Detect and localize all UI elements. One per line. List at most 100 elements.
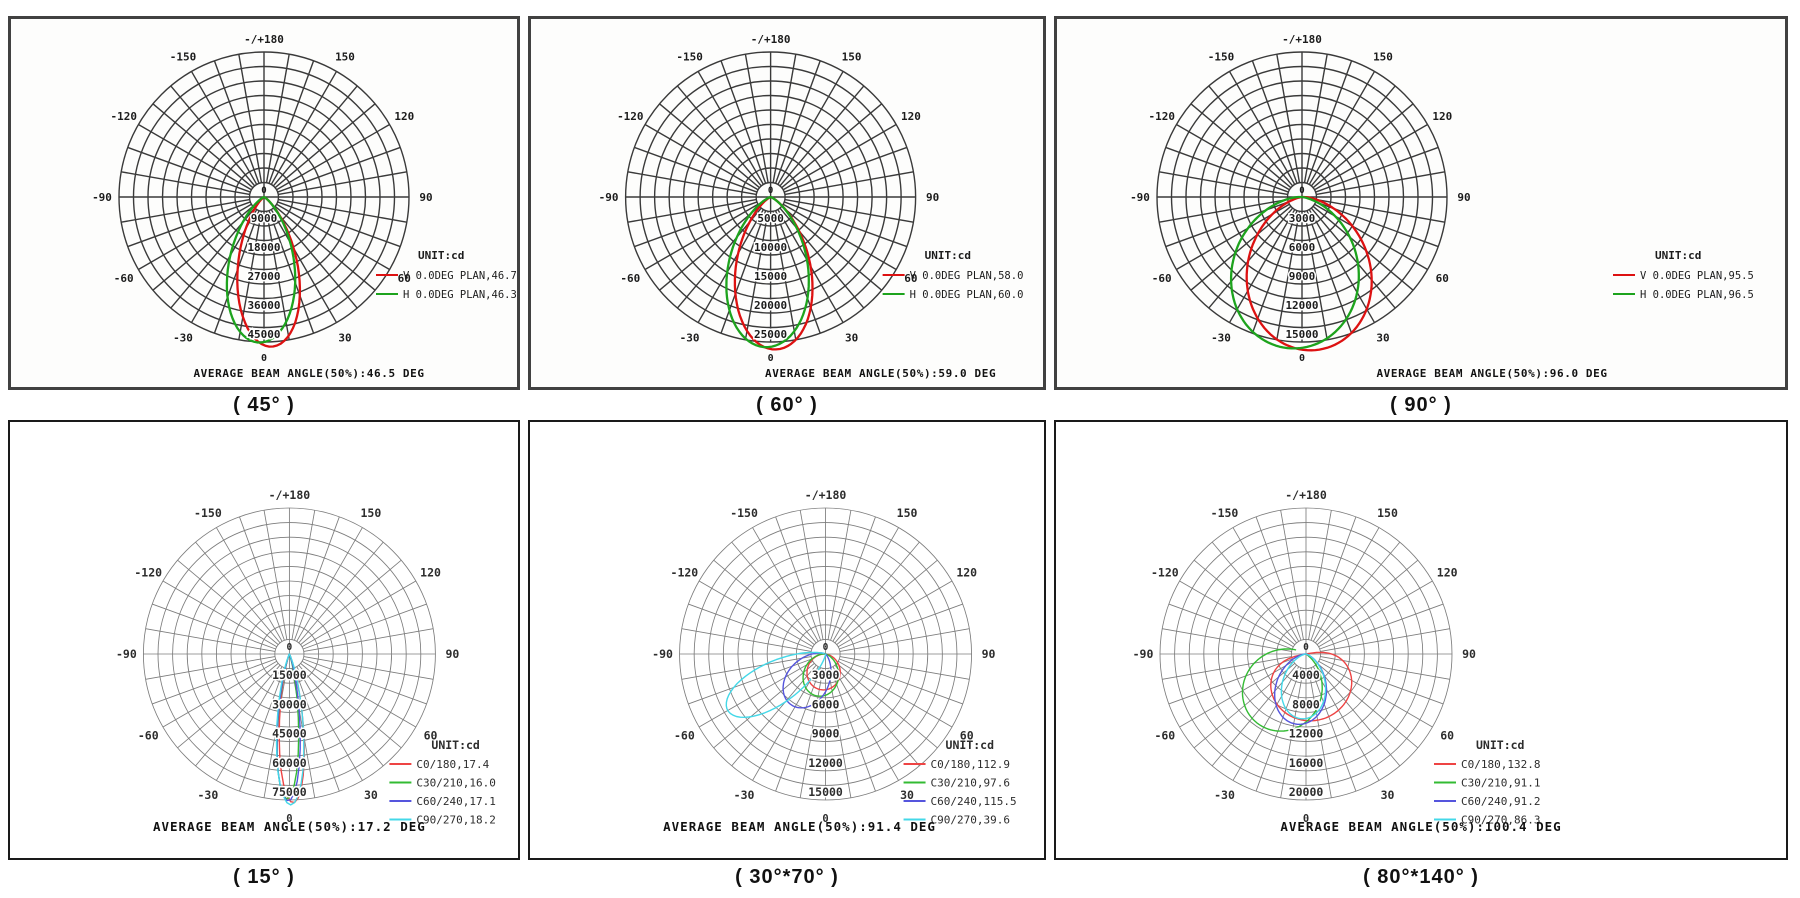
panel-beam-60: 150 120 90 60 30 -30 -60 -90 -120 -150 -/+180 0 0 500… bbox=[528, 16, 1046, 390]
svg-text:18000: 18000 bbox=[247, 241, 280, 254]
svg-text:H 0.0DEG PLAN,96.5: H 0.0DEG PLAN,96.5 bbox=[1640, 289, 1754, 301]
svg-text:-150: -150 bbox=[730, 506, 758, 520]
svg-text:-30: -30 bbox=[198, 788, 219, 802]
svg-text:90: 90 bbox=[1462, 647, 1476, 661]
svg-text:120: 120 bbox=[1432, 110, 1452, 123]
polar-chart-90: 150 120 90 60 30 -30 -60 -90 -120 -150 -/+180 0 0 300… bbox=[1130, 33, 1754, 380]
svg-text:C60/240,17.1: C60/240,17.1 bbox=[416, 795, 495, 808]
svg-text:120: 120 bbox=[956, 566, 977, 580]
svg-text:C90/270,39.6: C90/270,39.6 bbox=[931, 814, 1010, 827]
svg-text:-90: -90 bbox=[92, 191, 112, 204]
svg-text:150: 150 bbox=[842, 51, 862, 64]
svg-text:C60/240,115.5: C60/240,115.5 bbox=[931, 795, 1017, 808]
svg-text:-30: -30 bbox=[680, 331, 700, 344]
svg-text:-30: -30 bbox=[173, 331, 193, 344]
svg-text:-90: -90 bbox=[1133, 647, 1154, 661]
panel-beam-45: 150 120 90 60 30 -30 -60 -90 -120 -150 -/+180 0 0 900… bbox=[8, 16, 520, 390]
svg-text:-60: -60 bbox=[138, 729, 159, 743]
svg-text:-60: -60 bbox=[674, 729, 695, 743]
svg-text:45000: 45000 bbox=[247, 328, 280, 341]
svg-text:-120: -120 bbox=[617, 110, 644, 123]
svg-text:0: 0 bbox=[1303, 813, 1309, 825]
svg-text:6000: 6000 bbox=[1289, 241, 1316, 254]
svg-text:120: 120 bbox=[1437, 566, 1458, 580]
svg-text:0: 0 bbox=[286, 813, 292, 825]
svg-text:-/+180: -/+180 bbox=[751, 33, 791, 46]
svg-text:150: 150 bbox=[361, 506, 382, 520]
svg-text:10000: 10000 bbox=[754, 241, 787, 254]
svg-text:AVERAGE BEAM ANGLE(50%):96.0 D: AVERAGE BEAM ANGLE(50%):96.0 DEG bbox=[1376, 367, 1607, 380]
svg-text:60: 60 bbox=[1440, 729, 1454, 743]
svg-text:16000: 16000 bbox=[1289, 756, 1324, 770]
polar-chart-60: 150 120 90 60 30 -30 -60 -90 -120 -150 -/+180 0 0 500… bbox=[599, 33, 1024, 380]
svg-text:30: 30 bbox=[900, 788, 914, 802]
svg-text:UNIT:cd: UNIT:cd bbox=[946, 738, 995, 752]
svg-text:UNIT:cd: UNIT:cd bbox=[431, 738, 480, 752]
svg-text:15000: 15000 bbox=[272, 668, 307, 682]
svg-text:-150: -150 bbox=[170, 51, 197, 64]
svg-text:3000: 3000 bbox=[812, 668, 840, 682]
polar-chart-45: 150 120 90 60 30 -30 -60 -90 -120 -150 -/+180 0 0 900… bbox=[92, 33, 517, 380]
svg-text:-90: -90 bbox=[1130, 191, 1150, 204]
svg-text:12000: 12000 bbox=[808, 756, 843, 770]
svg-text:6000: 6000 bbox=[812, 697, 840, 711]
svg-text:-120: -120 bbox=[134, 566, 162, 580]
panel-beam-30x70: 150 120 90 60 30 -30 -60 -90 -120 -150 -/+180 0 0 300… bbox=[528, 420, 1046, 860]
svg-text:30: 30 bbox=[1381, 788, 1395, 802]
svg-text:-30: -30 bbox=[1214, 788, 1235, 802]
svg-text:0: 0 bbox=[287, 642, 293, 653]
caption-15: ( 15° ) bbox=[233, 865, 295, 888]
svg-text:UNIT:cd: UNIT:cd bbox=[418, 249, 464, 262]
svg-text:12000: 12000 bbox=[1285, 299, 1318, 312]
svg-text:150: 150 bbox=[897, 506, 918, 520]
svg-text:V 0.0DEG PLAN,95.5: V 0.0DEG PLAN,95.5 bbox=[1640, 270, 1754, 282]
svg-text:0: 0 bbox=[768, 186, 773, 196]
svg-text:20000: 20000 bbox=[1289, 785, 1324, 799]
polar-chart-15: 150 120 90 60 30 -30 -60 -90 -120 -150 -/+180 0 0 150… bbox=[116, 488, 496, 834]
svg-text:36000: 36000 bbox=[247, 299, 280, 312]
svg-text:C30/210,97.6: C30/210,97.6 bbox=[931, 777, 1010, 790]
svg-text:150: 150 bbox=[1377, 506, 1398, 520]
svg-text:-30: -30 bbox=[1211, 331, 1231, 344]
svg-text:UNIT:cd: UNIT:cd bbox=[1655, 249, 1701, 262]
svg-text:-/+180: -/+180 bbox=[1282, 33, 1322, 46]
svg-text:30: 30 bbox=[1376, 331, 1389, 344]
svg-text:UNIT:cd: UNIT:cd bbox=[925, 249, 971, 262]
svg-text:-/+180: -/+180 bbox=[269, 488, 311, 502]
svg-text:-60: -60 bbox=[114, 272, 134, 285]
svg-text:30: 30 bbox=[364, 788, 378, 802]
svg-text:C0/180,132.8: C0/180,132.8 bbox=[1461, 758, 1540, 771]
svg-text:AVERAGE BEAM ANGLE(50%):46.5 D: AVERAGE BEAM ANGLE(50%):46.5 DEG bbox=[193, 367, 424, 380]
svg-text:-150: -150 bbox=[1211, 506, 1239, 520]
svg-text:-90: -90 bbox=[652, 647, 673, 661]
svg-text:0: 0 bbox=[768, 353, 774, 364]
svg-text:15000: 15000 bbox=[1285, 328, 1318, 341]
svg-text:-90: -90 bbox=[599, 191, 619, 204]
svg-text:60: 60 bbox=[960, 729, 974, 743]
svg-text:20000: 20000 bbox=[754, 299, 787, 312]
svg-text:60: 60 bbox=[398, 272, 411, 285]
svg-text:C30/210,16.0: C30/210,16.0 bbox=[416, 777, 495, 790]
svg-text:90: 90 bbox=[926, 191, 939, 204]
svg-text:9000: 9000 bbox=[251, 212, 278, 225]
svg-text:C0/180,17.4: C0/180,17.4 bbox=[416, 758, 489, 771]
caption-90: ( 90° ) bbox=[1390, 393, 1452, 416]
svg-text:-30: -30 bbox=[734, 788, 755, 802]
svg-text:-120: -120 bbox=[110, 110, 137, 123]
svg-text:0: 0 bbox=[823, 642, 829, 653]
caption-30x70: ( 30°*70° ) bbox=[735, 865, 839, 888]
svg-text:90: 90 bbox=[1457, 191, 1470, 204]
svg-text:-90: -90 bbox=[116, 647, 137, 661]
svg-text:C60/240,91.2: C60/240,91.2 bbox=[1461, 795, 1540, 808]
svg-text:-/+180: -/+180 bbox=[805, 488, 847, 502]
svg-text:C0/180,112.9: C0/180,112.9 bbox=[931, 758, 1010, 771]
svg-text:9000: 9000 bbox=[1289, 270, 1316, 283]
caption-60: ( 60° ) bbox=[756, 393, 818, 416]
svg-text:0: 0 bbox=[1299, 186, 1304, 196]
svg-text:60: 60 bbox=[424, 729, 438, 743]
svg-text:C30/210,91.1: C30/210,91.1 bbox=[1461, 777, 1540, 790]
svg-text:-60: -60 bbox=[620, 272, 640, 285]
svg-text:H 0.0DEG PLAN,60.0: H 0.0DEG PLAN,60.0 bbox=[910, 289, 1024, 301]
svg-text:AVERAGE BEAM ANGLE(50%):100.4: AVERAGE BEAM ANGLE(50%):100.4 DEG bbox=[1280, 819, 1561, 834]
